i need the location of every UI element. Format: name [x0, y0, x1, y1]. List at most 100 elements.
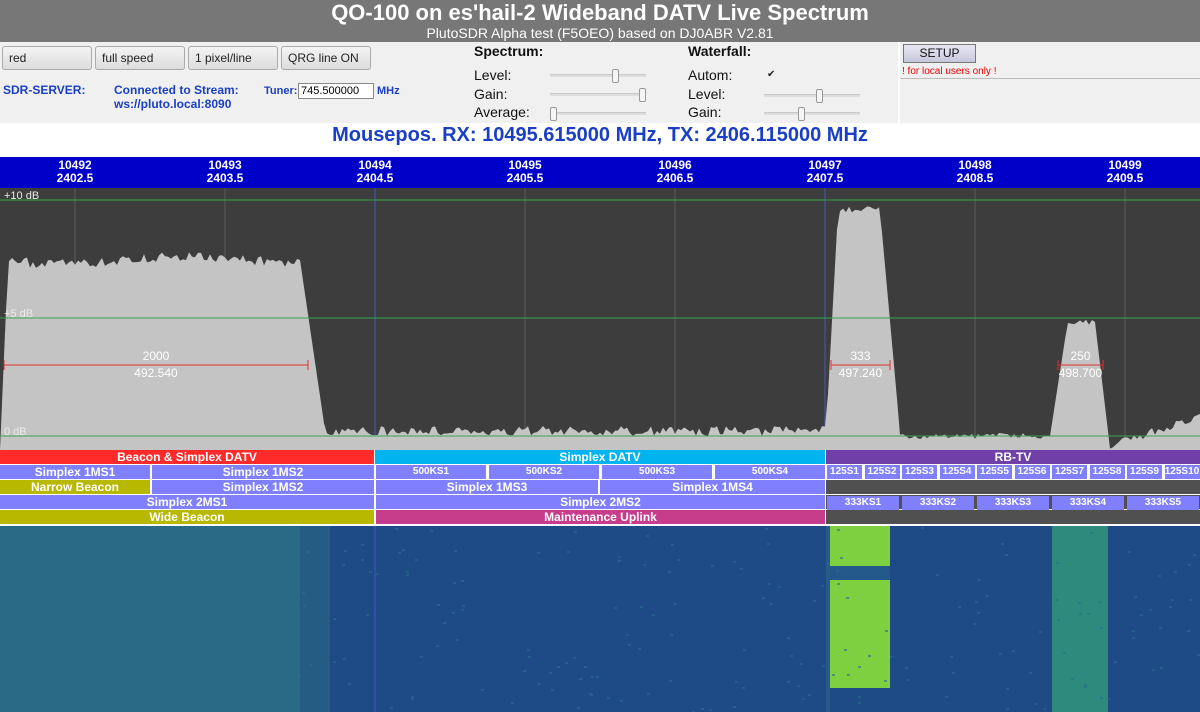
tuner-label: Tuner:: [264, 85, 298, 97]
band-125s4[interactable]: 125S4: [939, 465, 975, 479]
setup-button[interactable]: SETUP: [903, 44, 976, 63]
tuner-input[interactable]: [298, 83, 374, 99]
band-500ks1[interactable]: 500KS1: [376, 465, 486, 479]
band-125s8[interactable]: 125S8: [1089, 465, 1125, 479]
waterfall-noise: [847, 674, 850, 676]
spectrum-average-slider[interactable]: [550, 107, 646, 121]
waterfall-noise: [671, 544, 674, 546]
spectrum-gain-slider[interactable]: [550, 88, 646, 102]
waterfall-noise: [208, 692, 211, 694]
band-125s10[interactable]: 125S10: [1164, 465, 1200, 479]
band-simplex-1ms1[interactable]: Simplex 1MS1: [0, 465, 150, 479]
speed-button[interactable]: full speed: [95, 46, 185, 70]
signal-marker[interactable]: 2000 492.540: [3, 349, 309, 380]
waterfall-noise: [1128, 551, 1131, 553]
band-500ks3[interactable]: 500KS3: [602, 465, 712, 479]
waterfall-noise: [1107, 698, 1110, 700]
waterfall-noise: [1084, 686, 1087, 688]
band-125s6[interactable]: 125S6: [1014, 465, 1050, 479]
waterfall-gain-label: Gain:: [688, 104, 722, 120]
waterfall-noise: [283, 702, 286, 704]
slider-thumb[interactable]: [612, 69, 620, 83]
waterfall-gap: [830, 566, 890, 580]
pixel-line-button[interactable]: 1 pixel/line: [188, 46, 278, 70]
waterfall-noise: [1078, 602, 1081, 604]
waterfall-noise: [453, 582, 456, 584]
band-125s9[interactable]: 125S9: [1127, 465, 1162, 479]
band-wide-beacon[interactable]: Wide Beacon: [0, 510, 374, 524]
band-125s1[interactable]: 125S1: [827, 465, 862, 479]
waterfall-noise: [858, 696, 861, 698]
band-333ks3[interactable]: 333KS3: [977, 496, 1049, 510]
band-maintenance-uplink[interactable]: Maintenance Uplink: [376, 510, 825, 524]
band-500ks4[interactable]: 500KS4: [715, 465, 825, 479]
band-333ks5[interactable]: 333KS5: [1127, 496, 1199, 510]
waterfall-noise: [1055, 599, 1058, 601]
slider-thumb[interactable]: [815, 89, 823, 103]
waterfall-noise: [187, 685, 190, 687]
band-simplex-1ms4[interactable]: Simplex 1MS4: [600, 480, 825, 494]
band-narrow-beacon[interactable]: Narrow Beacon: [0, 480, 150, 494]
band-333ks4[interactable]: 333KS4: [1052, 496, 1124, 510]
waterfall-noise: [461, 609, 464, 611]
band-125s2[interactable]: 125S2: [864, 465, 900, 479]
waterfall-display[interactable]: [0, 526, 1200, 712]
waterfall-noise: [618, 556, 621, 558]
slider-thumb[interactable]: [797, 107, 805, 121]
waterfall-noise: [1029, 672, 1032, 674]
waterfall-noise: [1057, 619, 1060, 621]
waterfall-signal: [830, 526, 890, 566]
spectrum-level-slider[interactable]: [550, 69, 646, 83]
band-simplex-2ms2[interactable]: Simplex 2MS2: [376, 495, 825, 509]
band-500ks2[interactable]: 500KS2: [489, 465, 599, 479]
band-rb-tv[interactable]: RB-TV: [826, 450, 1200, 464]
band-empty[interactable]: [826, 510, 1200, 524]
waterfall-noise: [137, 536, 140, 538]
band-125s5[interactable]: 125S5: [977, 465, 1012, 479]
frequency-scale[interactable]: 10492 2402.5 10493 2403.5 10494 2404.5 10495 24…: [0, 157, 1200, 188]
band-empty[interactable]: [826, 480, 1200, 494]
waterfall-signal: [1052, 526, 1108, 712]
waterfall-level-slider[interactable]: [764, 89, 860, 103]
band-333ks2[interactable]: 333KS2: [902, 496, 974, 510]
band-simplex-1ms2-alt[interactable]: Simplex 1MS2: [152, 480, 374, 494]
waterfall-noise: [628, 644, 631, 646]
waterfall-noise: [1100, 697, 1103, 699]
connection-panel: red full speed 1 pixel/line QRG line ON …: [0, 42, 470, 123]
waterfall-band: [330, 526, 826, 712]
waterfall-gain-slider[interactable]: [764, 107, 860, 121]
signal-marker[interactable]: 250 498.700: [1057, 349, 1104, 380]
qrg-line-button[interactable]: QRG line ON: [281, 46, 371, 70]
band-125s3[interactable]: 125S3: [902, 465, 937, 479]
freq-tick-rx: 10493: [208, 158, 242, 172]
db-label: +5 dB: [4, 308, 33, 320]
slider-thumb[interactable]: [639, 88, 646, 102]
band-simplex-2ms1[interactable]: Simplex 2MS1: [0, 495, 374, 509]
freq-tick-tx: 2408.5: [956, 171, 994, 185]
band-simplex-datv[interactable]: Simplex DATV: [375, 450, 825, 464]
tuner-unit: MHz: [377, 85, 400, 97]
waterfall-noise: [406, 571, 409, 573]
waterfall-noise: [1043, 708, 1046, 710]
waterfall-noise: [1158, 575, 1161, 577]
waterfall-noise: [66, 710, 69, 712]
waterfall-noise: [46, 617, 49, 619]
freq-tick-10494: 10494 2404.5: [345, 159, 405, 185]
band-125s7[interactable]: 125S7: [1052, 465, 1087, 479]
waterfall-noise: [1114, 661, 1117, 663]
waterfall-noise: [366, 614, 369, 616]
waterfall-noise: [172, 554, 175, 556]
spectrum-plot[interactable]: +10 dB +5 dB 0 dB 2000 492.540 333 497.240 250 4…: [0, 188, 1200, 450]
band-simplex-1ms2[interactable]: Simplex 1MS2: [152, 465, 374, 479]
waterfall-noise: [551, 689, 554, 691]
band-simplex-1ms3[interactable]: Simplex 1MS3: [376, 480, 598, 494]
band-333ks1[interactable]: 333KS1: [827, 496, 899, 510]
band-beacon-simplex[interactable]: Beacon & Simplex DATV: [0, 450, 374, 464]
waterfall-noise: [1160, 667, 1163, 669]
signal-marker[interactable]: 333 497.240: [830, 349, 891, 380]
waterfall-noise: [1005, 554, 1008, 556]
color-scheme-button[interactable]: red: [2, 46, 92, 70]
waterfall-autom-checkbox[interactable]: ✔: [767, 69, 776, 80]
slider-thumb[interactable]: [550, 107, 557, 121]
waterfall-noise: [677, 559, 680, 561]
